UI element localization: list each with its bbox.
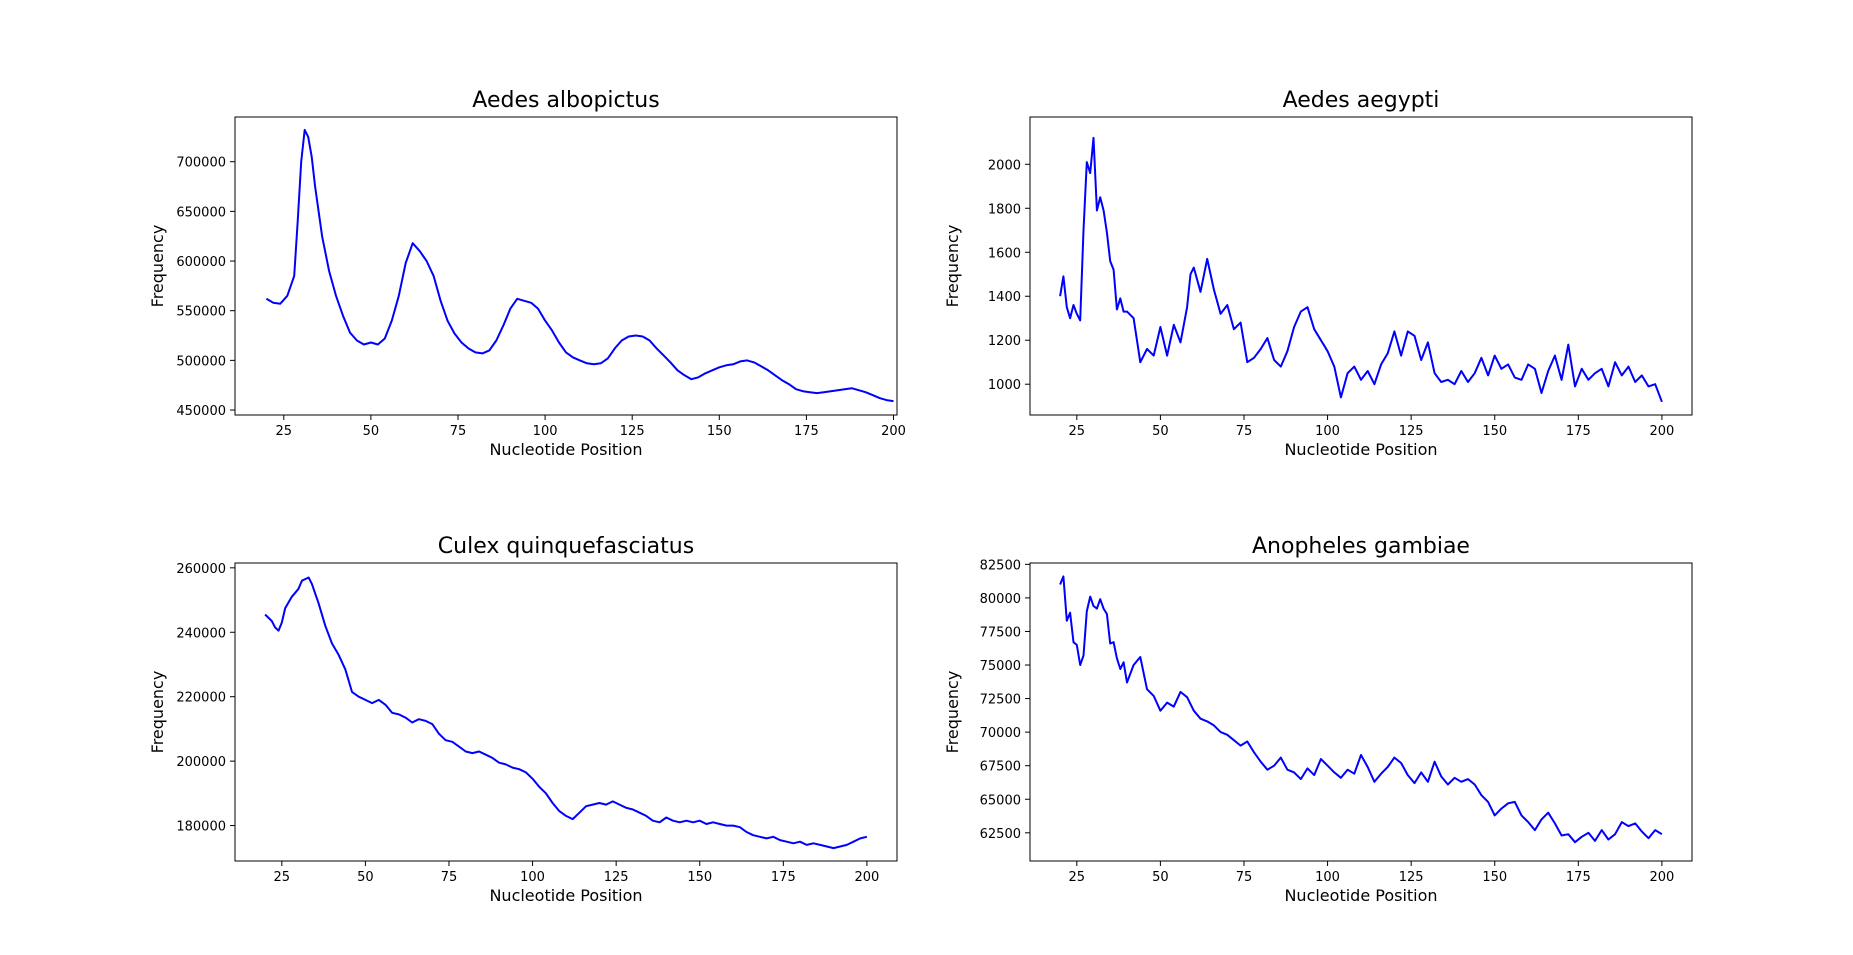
y-axis-label: Frequency: [943, 225, 962, 308]
x-tick-label: 50: [1152, 870, 1169, 885]
y-tick-label: 450000: [176, 404, 226, 419]
x-axis-label: Nucleotide Position: [1284, 886, 1437, 905]
series-line: [264, 576, 868, 850]
y-tick-label: 260000: [176, 562, 226, 577]
x-tick-label: 125: [1399, 870, 1424, 885]
x-tick-label: 100: [1315, 870, 1340, 885]
plot-frame: [1029, 116, 1693, 416]
x-tick-label: 100: [1315, 424, 1340, 439]
x-tick-label: 75: [450, 424, 467, 439]
y-tick-label: 220000: [176, 691, 226, 706]
y-tick-label: 240000: [176, 626, 226, 641]
x-tick-label: 75: [441, 870, 458, 885]
y-tick-label: 72500: [980, 693, 1021, 708]
x-tick-label: 200: [881, 424, 906, 439]
plot-frame: [1029, 562, 1693, 862]
y-tick-label: 62500: [980, 827, 1021, 842]
x-tick-label: 25: [274, 870, 291, 885]
y-tick-label: 2000: [988, 158, 1021, 173]
x-tick-label: 25: [276, 424, 293, 439]
series-line: [265, 128, 894, 403]
y-tick-label: 550000: [176, 305, 226, 320]
x-tick-label: 75: [1236, 870, 1253, 885]
y-tick-label: 82500: [980, 558, 1021, 573]
x-axis-label: Nucleotide Position: [1284, 440, 1437, 459]
y-tick-label: 1600: [988, 246, 1021, 261]
y-tick-label: 180000: [176, 820, 226, 835]
y-tick-label: 1400: [988, 290, 1021, 305]
y-tick-label: 500000: [176, 354, 226, 369]
chart-title: Aedes aegypti: [1283, 88, 1440, 113]
x-tick-label: 50: [357, 870, 374, 885]
y-axis-label: Frequency: [148, 671, 167, 754]
series-line: [1059, 575, 1663, 844]
plot-frame: [234, 116, 898, 416]
series-line: [1059, 136, 1663, 403]
x-tick-label: 200: [854, 870, 879, 885]
y-tick-label: 1200: [988, 334, 1021, 349]
x-tick-label: 100: [533, 424, 558, 439]
x-tick-label: 200: [1649, 870, 1674, 885]
chart-title: Culex quinquefasciatus: [438, 534, 694, 559]
subplot-aedes-albopictus: Aedes albopictus Nucleotide Position Fre…: [148, 88, 906, 459]
y-tick-label: 67500: [980, 760, 1021, 775]
subplot-culex-quinquefasciatus: Culex quinquefasciatus Nucleotide Positi…: [148, 534, 898, 905]
y-tick-label: 700000: [176, 156, 226, 171]
x-tick-label: 150: [1482, 870, 1507, 885]
x-tick-label: 150: [707, 424, 732, 439]
x-tick-label: 25: [1069, 424, 1086, 439]
chart-title: Anopheles gambiae: [1252, 534, 1470, 559]
x-axis-label: Nucleotide Position: [489, 886, 642, 905]
y-tick-label: 75000: [980, 659, 1021, 674]
x-tick-label: 100: [520, 870, 545, 885]
x-tick-label: 175: [1566, 424, 1591, 439]
y-tick-label: 65000: [980, 793, 1021, 808]
x-tick-label: 175: [794, 424, 819, 439]
x-tick-label: 150: [1482, 424, 1507, 439]
x-tick-label: 25: [1069, 870, 1086, 885]
y-tick-label: 70000: [980, 726, 1021, 741]
x-tick-label: 125: [1399, 424, 1424, 439]
x-tick-label: 125: [604, 870, 629, 885]
y-tick-label: 1800: [988, 202, 1021, 217]
x-tick-label: 125: [620, 424, 645, 439]
subplot-aedes-aegypti: Aedes aegypti Nucleotide Position Freque…: [943, 88, 1693, 459]
x-tick-label: 50: [1152, 424, 1169, 439]
subplot-anopheles-gambiae: Anopheles gambiae Nucleotide Position Fr…: [943, 534, 1693, 905]
y-tick-label: 80000: [980, 592, 1021, 607]
y-axis-label: Frequency: [943, 671, 962, 754]
x-tick-label: 150: [687, 870, 712, 885]
y-tick-label: 77500: [980, 625, 1021, 640]
y-tick-label: 1000: [988, 378, 1021, 393]
chart-title: Aedes albopictus: [472, 88, 659, 113]
y-tick-label: 600000: [176, 255, 226, 270]
x-tick-label: 75: [1236, 424, 1253, 439]
x-tick-label: 50: [363, 424, 380, 439]
y-tick-label: 650000: [176, 205, 226, 220]
x-tick-label: 175: [1566, 870, 1591, 885]
x-axis-label: Nucleotide Position: [489, 440, 642, 459]
y-tick-label: 200000: [176, 755, 226, 770]
plot-frame: [234, 562, 898, 862]
y-axis-label: Frequency: [148, 225, 167, 308]
x-tick-label: 175: [771, 870, 796, 885]
x-tick-label: 200: [1649, 424, 1674, 439]
